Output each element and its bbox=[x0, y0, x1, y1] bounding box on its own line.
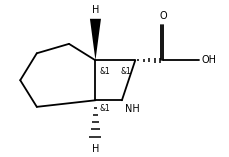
Text: H: H bbox=[91, 144, 99, 154]
Text: &1: &1 bbox=[99, 67, 110, 76]
Polygon shape bbox=[90, 19, 101, 60]
Text: &1: &1 bbox=[120, 67, 131, 76]
Text: O: O bbox=[159, 11, 166, 21]
Text: &1: &1 bbox=[99, 104, 110, 113]
Text: OH: OH bbox=[200, 55, 215, 65]
Text: H: H bbox=[91, 5, 99, 15]
Text: NH: NH bbox=[125, 104, 139, 114]
